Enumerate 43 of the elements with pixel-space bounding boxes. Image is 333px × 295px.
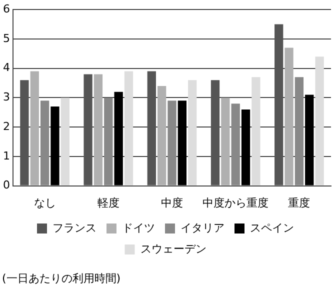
bar: [30, 71, 39, 186]
bar: [284, 48, 294, 186]
legend-label: イタリア: [180, 221, 224, 234]
bar: [274, 24, 284, 186]
y-tick-label: 3: [3, 90, 10, 104]
x-tick-label: なし: [34, 196, 56, 210]
legend-label: スウェーデン: [140, 242, 206, 256]
bar: [104, 98, 113, 186]
bar: [231, 104, 240, 186]
legend-label: スペイン: [250, 221, 294, 234]
x-tick-label: 軽度: [97, 196, 120, 210]
bar: [147, 71, 156, 186]
legend-label: フランス: [52, 221, 96, 234]
bar: [294, 77, 304, 186]
x-tick-label: 中度から重度: [202, 196, 269, 210]
y-tick-label: 6: [3, 2, 10, 16]
bar: [20, 80, 29, 186]
bar: [241, 109, 250, 186]
bar: [60, 98, 70, 186]
y-tick-label: 1: [3, 149, 10, 162]
x-tick-label: 重度: [288, 196, 310, 210]
bar: [252, 77, 260, 186]
bar: [114, 92, 123, 186]
bar: [40, 100, 50, 186]
bar: [305, 94, 314, 186]
legend-label: ドイツ: [122, 221, 155, 234]
bar: [178, 100, 186, 186]
bar: [168, 100, 176, 186]
bar: [124, 71, 134, 186]
bar: [50, 106, 60, 186]
y-tick-label: 2: [3, 120, 10, 133]
y-tick-label: 0: [3, 178, 10, 192]
y-tick-label: 4: [3, 61, 10, 74]
bar: [221, 98, 230, 186]
bar: [210, 80, 220, 186]
y-tick-label: 5: [3, 32, 10, 45]
bar: [84, 74, 92, 186]
x-tick-label: 中度: [161, 196, 183, 210]
bar: [315, 56, 324, 186]
bar: [188, 80, 197, 186]
bar: [158, 86, 166, 186]
text: (一日あたりの利用時間): [2, 271, 122, 286]
bar: [94, 74, 103, 186]
